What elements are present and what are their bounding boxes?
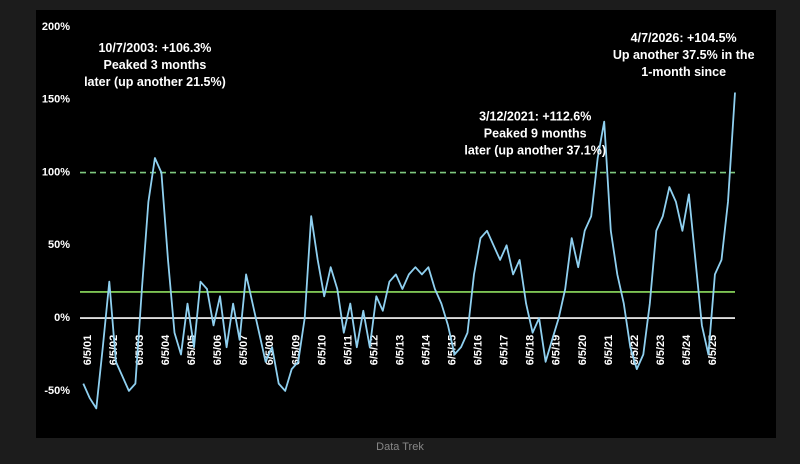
annotation: Peaked 3 months xyxy=(104,58,207,72)
plot-background xyxy=(36,10,776,438)
annotation: 1-month since xyxy=(641,65,726,79)
annotation: Up another 37.5% in the xyxy=(613,48,755,62)
y-tick-label: 150% xyxy=(42,94,70,106)
annotation: 10/7/2003: +106.3% xyxy=(98,41,211,55)
x-tick-label: 6/5/10 xyxy=(316,335,328,366)
y-tick-label: 200% xyxy=(42,21,70,33)
y-tick-label: 0% xyxy=(54,312,70,324)
data-line xyxy=(82,92,736,410)
y-tick-label: 100% xyxy=(42,166,70,178)
x-tick-label: 6/5/13 xyxy=(394,335,406,366)
y-tick-label: 50% xyxy=(48,239,70,251)
x-tick-label: 6/5/04 xyxy=(160,334,172,365)
x-tick-label: 6/5/12 xyxy=(368,335,380,366)
x-tick-label: 6/5/22 xyxy=(629,335,641,366)
x-tick-label: 6/5/18 xyxy=(525,335,537,366)
annotation: later (up another 37.1%) xyxy=(464,144,606,158)
x-tick-label: 6/5/16 xyxy=(473,335,485,366)
annotation: 3/12/2021: +112.6% xyxy=(479,110,591,124)
source: Data Trek xyxy=(376,441,424,453)
x-tick-label: 6/5/14 xyxy=(421,334,433,365)
x-tick-label: 6/5/20 xyxy=(577,335,589,366)
x-tick-label: 6/5/15 xyxy=(447,335,459,366)
x-tick-label: 6/5/23 xyxy=(655,335,667,366)
x-tick-label: 6/5/03 xyxy=(134,335,146,366)
annotation: later (up another 21.5%) xyxy=(84,75,226,89)
x-tick-label: 6/5/07 xyxy=(238,335,250,366)
x-tick-label: 6/5/11 xyxy=(342,335,354,365)
annotation: 4/7/2026: +104.5% xyxy=(631,31,737,45)
x-tick-label: 6/5/24 xyxy=(681,334,693,365)
x-tick-label: 6/5/19 xyxy=(551,335,563,366)
x-tick-label: 6/5/06 xyxy=(212,335,224,366)
y-tick-label: -50% xyxy=(44,385,70,397)
annotation: Peaked 9 months xyxy=(484,127,587,141)
x-tick-label: 6/5/17 xyxy=(499,335,511,366)
x-tick-label: 6/5/21 xyxy=(603,335,615,366)
x-tick-label: 6/5/01 xyxy=(82,335,94,366)
x-tick-label: 6/5/02 xyxy=(108,335,120,366)
